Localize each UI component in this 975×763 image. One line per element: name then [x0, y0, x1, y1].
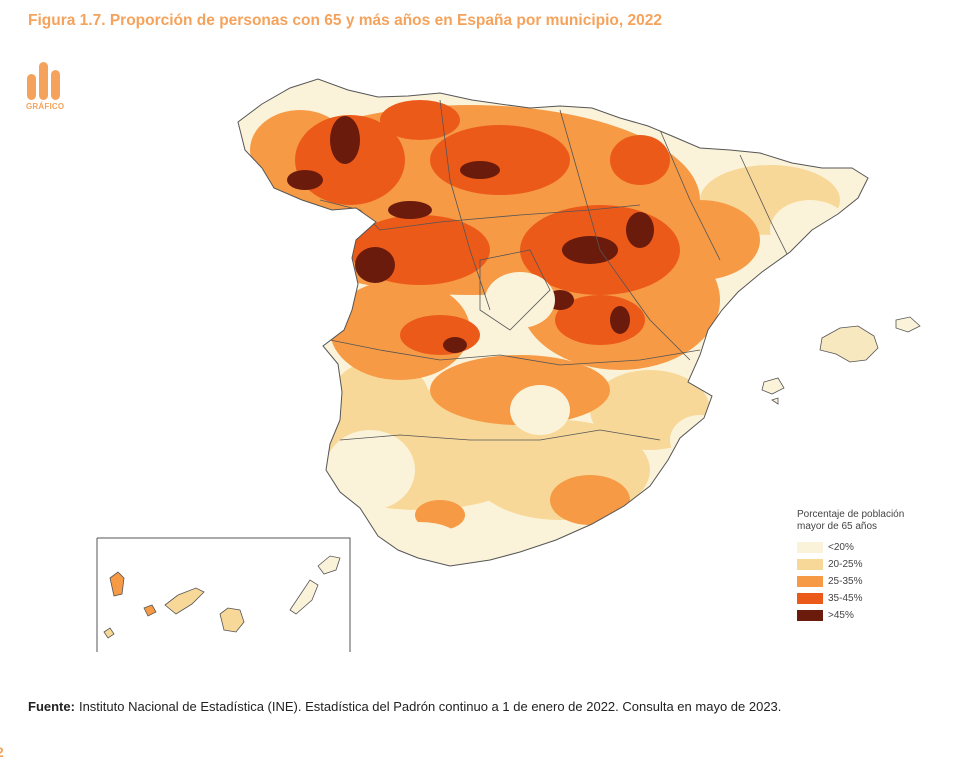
balearic-islands: [761, 316, 921, 405]
region-borders: [319, 99, 791, 441]
legend-label: <20%: [828, 542, 854, 553]
class-under-20: [325, 200, 850, 558]
legend-item: 35-45%: [797, 590, 927, 607]
legend-title: Porcentaje de población mayor de 65 años: [797, 509, 905, 532]
canary-inset: [96, 537, 351, 652]
density-layers: [240, 99, 850, 558]
legend-item: 25-35%: [797, 573, 927, 590]
source-label: Fuente:: [28, 699, 75, 714]
legend-swatch: [797, 542, 823, 553]
source-note: Fuente: Instituto Nacional de Estadística…: [28, 699, 781, 714]
legend-swatch: [797, 576, 823, 587]
figure-title: Figura 1.7. Proporción de personas con 6…: [28, 12, 662, 29]
bar-chart-icon: [27, 62, 60, 100]
map-legend: Porcentaje de población mayor de 65 años…: [797, 509, 927, 624]
legend-label: 20-25%: [828, 559, 863, 570]
legend-swatch: [797, 610, 823, 621]
badge-label: GRÁFICO: [26, 102, 65, 111]
legend-item: <20%: [797, 539, 927, 556]
source-text: Instituto Nacional de Estadística (INE).…: [78, 699, 782, 714]
page-number: 2: [0, 744, 4, 760]
legend-swatch: [797, 593, 823, 604]
legend-item: >45%: [797, 607, 927, 624]
legend-swatch: [797, 559, 823, 570]
chart-badge: GRÁFICO: [26, 62, 72, 116]
legend-label: >45%: [828, 610, 854, 621]
legend-label: 35-45%: [828, 593, 863, 604]
legend-label: 25-35%: [828, 576, 863, 587]
class-over-45: [287, 116, 654, 353]
legend-item: 20-25%: [797, 556, 927, 573]
